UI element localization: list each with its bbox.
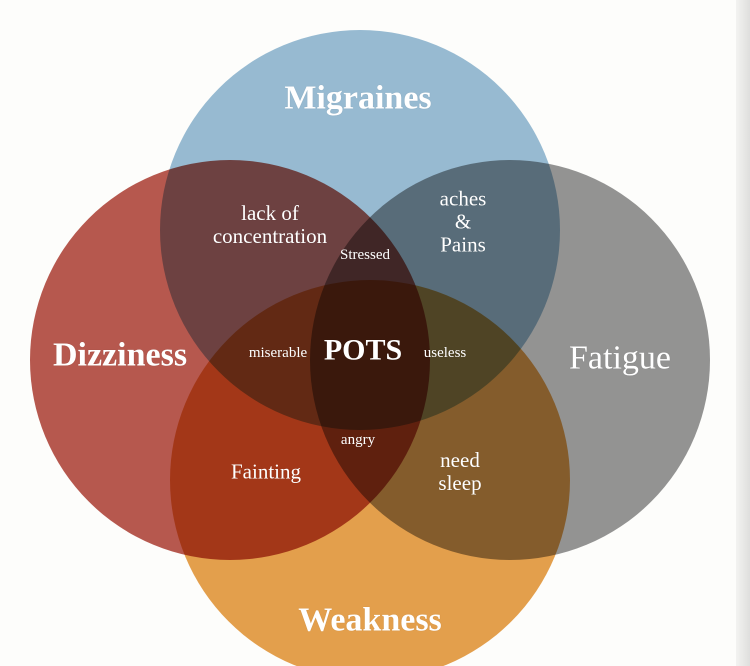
label-miserable: miserable <box>249 345 307 362</box>
label-aches-pains: aches & Pains <box>440 187 487 256</box>
label-fatigue: Fatigue <box>569 339 671 376</box>
label-need-sleep: need sleep <box>438 449 481 495</box>
label-weakness: Weakness <box>298 601 442 638</box>
label-lack-of-concentration: lack of concentration <box>213 202 327 248</box>
venn-diagram: Migraines Dizziness Fatigue Weakness lac… <box>0 0 750 666</box>
label-fainting: Fainting <box>231 460 301 483</box>
label-stressed: Stressed <box>340 247 390 264</box>
label-migraines: Migraines <box>284 79 431 116</box>
label-angry: angry <box>341 432 375 449</box>
label-pots-center: POTS <box>324 334 402 367</box>
label-dizziness: Dizziness <box>53 336 187 373</box>
label-useless: useless <box>424 345 467 362</box>
right-edge-shadow <box>736 0 750 666</box>
